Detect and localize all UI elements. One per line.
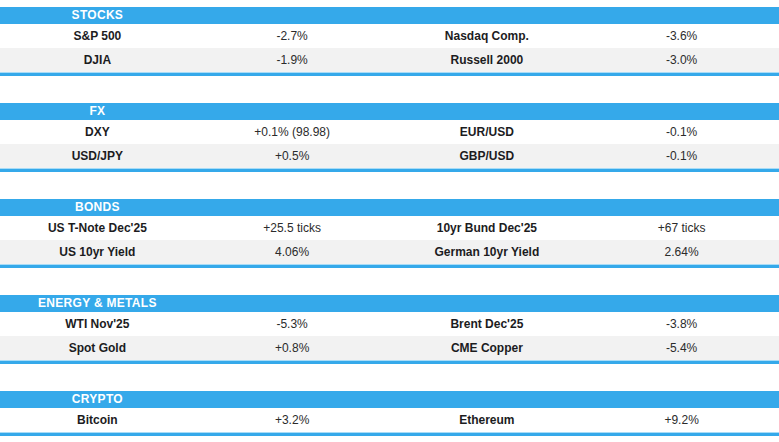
- section-title: CRYPTO: [0, 391, 195, 408]
- section-divider: [0, 168, 779, 172]
- instrument-value: +0.5%: [195, 144, 390, 168]
- instrument-label: US 10yr Yield: [0, 240, 195, 264]
- instrument-label: Russell 2000: [390, 48, 585, 72]
- instrument-value: -3.6%: [584, 24, 779, 48]
- section-header: FX: [0, 103, 779, 120]
- section-energy-metals: ENERGY & METALS WTI Nov'25 -5.3% Brent D…: [0, 295, 779, 364]
- instrument-label: GBP/USD: [390, 144, 585, 168]
- instrument-value: -3.8%: [584, 312, 779, 336]
- section-bonds: BONDS US T-Note Dec'25 +25.5 ticks 10yr …: [0, 199, 779, 268]
- table-row: Bitcoin +3.2% Ethereum +9.2%: [0, 408, 779, 432]
- section-header: ENERGY & METALS: [0, 295, 779, 312]
- instrument-label: EUR/USD: [390, 120, 585, 144]
- section-title: FX: [0, 103, 195, 120]
- instrument-label: Bitcoin: [0, 408, 195, 432]
- section-divider: [0, 360, 779, 364]
- table-row: US 10yr Yield 4.06% German 10yr Yield 2.…: [0, 240, 779, 264]
- table-row: US T-Note Dec'25 +25.5 ticks 10yr Bund D…: [0, 216, 779, 240]
- section-title: STOCKS: [0, 7, 195, 24]
- section-fx: FX DXY +0.1% (98.98) EUR/USD -0.1% USD/J…: [0, 103, 779, 172]
- section-title: BONDS: [0, 199, 195, 216]
- market-summary-table: STOCKS S&P 500 -2.7% Nasdaq Comp. -3.6% …: [0, 0, 779, 436]
- instrument-value: -0.1%: [584, 120, 779, 144]
- instrument-label: CME Copper: [390, 336, 585, 360]
- section-header: CRYPTO: [0, 391, 779, 408]
- section-title: ENERGY & METALS: [0, 295, 195, 312]
- instrument-value: +0.8%: [195, 336, 390, 360]
- section-divider: [0, 432, 779, 436]
- instrument-label: Spot Gold: [0, 336, 195, 360]
- instrument-label: Nasdaq Comp.: [390, 24, 585, 48]
- instrument-value: -3.0%: [584, 48, 779, 72]
- instrument-value: +67 ticks: [584, 216, 779, 240]
- instrument-label: Ethereum: [390, 408, 585, 432]
- section-divider: [0, 264, 779, 268]
- table-row: DJIA -1.9% Russell 2000 -3.0%: [0, 48, 779, 72]
- instrument-value: +3.2%: [195, 408, 390, 432]
- instrument-value: -5.3%: [195, 312, 390, 336]
- table-row: DXY +0.1% (98.98) EUR/USD -0.1%: [0, 120, 779, 144]
- instrument-label: WTI Nov'25: [0, 312, 195, 336]
- instrument-label: USD/JPY: [0, 144, 195, 168]
- instrument-label: German 10yr Yield: [390, 240, 585, 264]
- instrument-label: S&P 500: [0, 24, 195, 48]
- table-row: USD/JPY +0.5% GBP/USD -0.1%: [0, 144, 779, 168]
- instrument-label: 10yr Bund Dec'25: [390, 216, 585, 240]
- instrument-value: -5.4%: [584, 336, 779, 360]
- instrument-value: +9.2%: [584, 408, 779, 432]
- instrument-value: 2.64%: [584, 240, 779, 264]
- table-row: WTI Nov'25 -5.3% Brent Dec'25 -3.8%: [0, 312, 779, 336]
- section-stocks: STOCKS S&P 500 -2.7% Nasdaq Comp. -3.6% …: [0, 7, 779, 76]
- instrument-label: DJIA: [0, 48, 195, 72]
- instrument-value: -1.9%: [195, 48, 390, 72]
- instrument-value: +25.5 ticks: [195, 216, 390, 240]
- table-row: S&P 500 -2.7% Nasdaq Comp. -3.6%: [0, 24, 779, 48]
- instrument-label: US T-Note Dec'25: [0, 216, 195, 240]
- instrument-value: 4.06%: [195, 240, 390, 264]
- instrument-value: -0.1%: [584, 144, 779, 168]
- instrument-label: DXY: [0, 120, 195, 144]
- section-crypto: CRYPTO Bitcoin +3.2% Ethereum +9.2%: [0, 391, 779, 436]
- section-header: STOCKS: [0, 7, 779, 24]
- instrument-label: Brent Dec'25: [390, 312, 585, 336]
- section-header: BONDS: [0, 199, 779, 216]
- table-row: Spot Gold +0.8% CME Copper -5.4%: [0, 336, 779, 360]
- section-divider: [0, 72, 779, 76]
- instrument-value: -2.7%: [195, 24, 390, 48]
- instrument-value: +0.1% (98.98): [195, 120, 390, 144]
